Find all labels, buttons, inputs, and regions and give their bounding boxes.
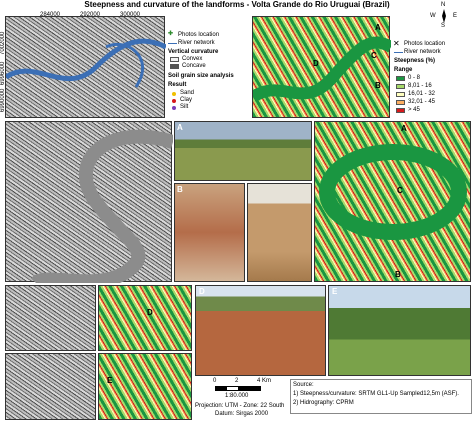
- photo: B: [174, 183, 245, 282]
- legend-item: Photos location: [178, 32, 220, 38]
- map-letter: D: [147, 308, 153, 317]
- legend-item: > 45: [408, 107, 420, 113]
- legend-dot: [172, 99, 176, 103]
- map-letter: C: [397, 186, 403, 195]
- scale-bar: [215, 386, 261, 391]
- legend-item: Concave: [182, 63, 206, 69]
- source-heading: Source:: [293, 382, 314, 388]
- north-arrow: N S W E: [430, 2, 458, 30]
- river: [6, 38, 166, 88]
- scale-tick: 2: [235, 378, 239, 384]
- steepness-map-detail: A C B: [314, 121, 471, 282]
- legend-symbol: ✕: [393, 39, 400, 48]
- legend-item: Silt: [180, 104, 189, 110]
- legend-swatch: [170, 57, 179, 62]
- scale-tick: 4: [257, 378, 261, 384]
- curvature-map-small: [5, 353, 96, 420]
- legend-heading: Vertical curvature: [168, 49, 219, 55]
- map-letter: A: [401, 124, 407, 133]
- photo-label: B: [177, 185, 183, 194]
- photo: E: [328, 285, 471, 376]
- south-label: S: [441, 23, 446, 29]
- map-letter: C: [371, 51, 377, 60]
- map-letter: E: [107, 376, 113, 385]
- legend-swatch: [396, 92, 405, 97]
- west-label: W: [430, 13, 436, 19]
- photo: A: [174, 121, 312, 181]
- legend-item: River network: [178, 40, 215, 46]
- legend-item: 0 - 8: [408, 75, 421, 81]
- legend-swatch: [396, 108, 405, 113]
- source-line: 2) Hidrography: CPRM: [293, 400, 354, 406]
- curvature-map-small: [5, 285, 96, 351]
- photo-label: D: [199, 287, 205, 296]
- curvature-map-detail: [5, 121, 173, 283]
- map-letter: D: [313, 59, 319, 68]
- legend-symbol: [394, 52, 403, 53]
- legend-symbol: ✚: [168, 31, 174, 37]
- legend-swatch: [396, 84, 405, 89]
- curvature-legend: Photos location ✚ River network Vertical…: [166, 30, 250, 118]
- photo: [247, 183, 312, 282]
- photo: D: [195, 285, 326, 376]
- coord-x: 300000: [120, 12, 141, 18]
- steepness-map: A D C B: [252, 16, 391, 118]
- legend-item: Clay: [180, 97, 193, 103]
- coord-y: 7002000: [0, 31, 6, 55]
- coord-x: 292000: [80, 12, 101, 18]
- legend-heading: Range: [394, 67, 413, 73]
- legend-item: 8,01 - 16: [408, 83, 432, 89]
- scale-ratio: 1:80.000: [225, 393, 249, 399]
- legend-item: River network: [404, 49, 441, 55]
- datum: Datum: Sirgas 2000: [215, 411, 269, 417]
- map-letter: B: [395, 270, 401, 279]
- river: [319, 144, 467, 240]
- steepness-legend: ✕ Photos location River network Steepnes…: [392, 40, 474, 120]
- legend-heading: Steepness (%): [394, 58, 436, 64]
- projection: Projection: UTM - Zone: 22 South: [195, 403, 285, 409]
- source-box: Source: 1) Steepness/curvature: SRTM GL1…: [290, 379, 472, 414]
- legend-item: 16,01 - 32: [408, 91, 436, 97]
- river: [30, 129, 173, 283]
- north-label: N: [441, 2, 446, 8]
- coord-y: 6990000: [0, 88, 6, 112]
- compass: [442, 9, 446, 23]
- steepness-map-small: D: [98, 285, 192, 351]
- legend-item: 32,01 - 45: [408, 99, 436, 105]
- map-letter: A: [375, 23, 381, 32]
- curvature-map: [5, 16, 166, 118]
- scale-tick: 0: [213, 378, 217, 384]
- legend-swatch: [396, 76, 405, 81]
- photo-label: E: [332, 287, 338, 296]
- legend-swatch: [170, 64, 179, 69]
- legend-item: Convex: [182, 56, 203, 62]
- title: Steepness and curvature of the landforms…: [84, 0, 390, 9]
- legend-swatch: [396, 100, 405, 105]
- coord-x: 284000: [40, 12, 61, 18]
- legend-heading: Result: [168, 82, 187, 88]
- east-label: E: [453, 13, 458, 19]
- legend-dot: [172, 106, 176, 110]
- legend-dot: [172, 92, 176, 96]
- legend-item: Photos location: [404, 41, 446, 47]
- scale-unit: Km: [262, 378, 271, 384]
- photo-label: A: [177, 123, 183, 132]
- map-letter: B: [375, 81, 381, 90]
- steepness-map-small: E: [98, 353, 192, 420]
- legend-item: Sand: [180, 90, 195, 96]
- source-line: 1) Steepness/curvature: SRTM GL1-Up Samp…: [293, 391, 459, 397]
- coord-y: 6996000: [0, 61, 6, 85]
- legend-heading: Soil grain size analysis: [168, 73, 234, 79]
- river: [253, 36, 391, 103]
- legend-symbol: [168, 43, 177, 44]
